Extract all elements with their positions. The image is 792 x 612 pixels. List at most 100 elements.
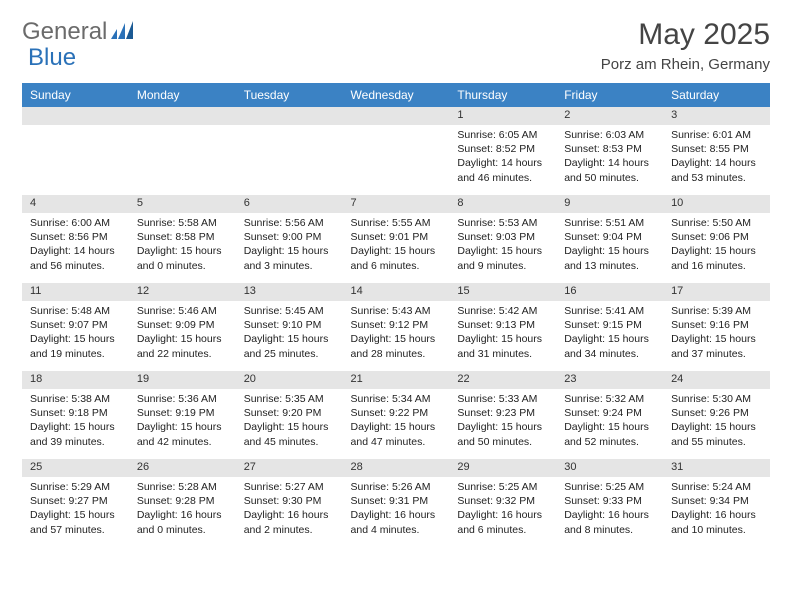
day-number: 11 — [22, 283, 129, 301]
day-day2: and 16 minutes. — [671, 259, 762, 273]
day-cell: Sunrise: 5:56 AMSunset: 9:00 PMDaylight:… — [236, 213, 343, 283]
day-number: 1 — [449, 107, 556, 125]
day-cell: Sunrise: 5:28 AMSunset: 9:28 PMDaylight:… — [129, 477, 236, 547]
weekday-header: Wednesday — [343, 83, 450, 107]
day-sunrise: Sunrise: 5:58 AM — [137, 216, 228, 230]
day-day1: Daylight: 15 hours — [137, 244, 228, 258]
day-sunset: Sunset: 9:26 PM — [671, 406, 762, 420]
day-cell: Sunrise: 5:25 AMSunset: 9:32 PMDaylight:… — [449, 477, 556, 547]
day-sunset: Sunset: 9:06 PM — [671, 230, 762, 244]
day-sunrise: Sunrise: 5:42 AM — [457, 304, 548, 318]
day-day1: Daylight: 15 hours — [671, 244, 762, 258]
day-number: 12 — [129, 283, 236, 301]
day-sunrise: Sunrise: 5:32 AM — [564, 392, 655, 406]
content-row: Sunrise: 6:05 AMSunset: 8:52 PM Daylight:… — [22, 125, 770, 195]
day-day2: and 37 minutes. — [671, 347, 762, 361]
day-day1: Daylight: 15 hours — [671, 332, 762, 346]
day-day2: and 45 minutes. — [244, 435, 335, 449]
logo-blue-wrap: Blue — [28, 44, 76, 72]
day-day1: Daylight: 14 hours — [564, 156, 655, 170]
day-day2: and 22 minutes. — [137, 347, 228, 361]
day-number: 13 — [236, 283, 343, 301]
weekday-header: Thursday — [449, 83, 556, 107]
day-sunset: Sunset: 9:18 PM — [30, 406, 121, 420]
day-cell: Sunrise: 6:03 AMSunset: 8:53 PMDaylight:… — [556, 125, 663, 195]
day-number: 2 — [556, 107, 663, 125]
day-sunset: Sunset: 9:31 PM — [351, 494, 442, 508]
day-number: 6 — [236, 195, 343, 213]
day-day1: Daylight: 15 hours — [244, 332, 335, 346]
day-day2: and 56 minutes. — [30, 259, 121, 273]
day-sunset: Sunset: 9:13 PM — [457, 318, 548, 332]
month-title: May 2025 — [601, 18, 770, 52]
content-row: Sunrise: 5:48 AMSunset: 9:07 PMDaylight:… — [22, 301, 770, 371]
day-day2: and 34 minutes. — [564, 347, 655, 361]
day-cell: Sunrise: 5:29 AMSunset: 9:27 PMDaylight:… — [22, 477, 129, 547]
daynum-row: 18192021222324 — [22, 371, 770, 389]
day-cell: Sunrise: 5:48 AMSunset: 9:07 PMDaylight:… — [22, 301, 129, 371]
day-sunset: Sunset: 9:20 PM — [244, 406, 335, 420]
daynum-row: 11121314151617 — [22, 283, 770, 301]
day-sunset: Sunset: 8:53 PM — [564, 142, 655, 156]
day-number: 17 — [663, 283, 770, 301]
day-day1: Daylight: 15 hours — [244, 244, 335, 258]
day-cell: Sunrise: 5:38 AMSunset: 9:18 PMDaylight:… — [22, 389, 129, 459]
day-day2: and 19 minutes. — [30, 347, 121, 361]
day-sunrise: Sunrise: 5:51 AM — [564, 216, 655, 230]
day-sunrise: Sunrise: 5:38 AM — [30, 392, 121, 406]
day-number: 8 — [449, 195, 556, 213]
day-sunset: Sunset: 9:09 PM — [137, 318, 228, 332]
content-row: Sunrise: 5:29 AMSunset: 9:27 PMDaylight:… — [22, 477, 770, 547]
day-day1: Daylight: 15 hours — [564, 420, 655, 434]
day-number — [343, 107, 450, 125]
day-cell — [236, 125, 343, 195]
day-cell: Sunrise: 5:51 AMSunset: 9:04 PMDaylight:… — [556, 213, 663, 283]
logo-text-general: General — [22, 18, 107, 46]
weekday-header: Monday — [129, 83, 236, 107]
day-day2: and 6 minutes. — [351, 259, 442, 273]
day-sunset: Sunset: 9:04 PM — [564, 230, 655, 244]
day-sunrise: Sunrise: 5:34 AM — [351, 392, 442, 406]
day-sunset: Sunset: 9:16 PM — [671, 318, 762, 332]
calendar-table: Sunday Monday Tuesday Wednesday Thursday… — [22, 83, 770, 547]
day-sunrise: Sunrise: 5:45 AM — [244, 304, 335, 318]
logo-text-blue: Blue — [28, 44, 76, 71]
day-sunrise: Sunrise: 5:48 AM — [30, 304, 121, 318]
day-number — [129, 107, 236, 125]
day-sunset: Sunset: 9:10 PM — [244, 318, 335, 332]
day-day2: and 13 minutes. — [564, 259, 655, 273]
day-number: 15 — [449, 283, 556, 301]
day-sunrise: Sunrise: 5:24 AM — [671, 480, 762, 494]
day-sunrise: Sunrise: 5:28 AM — [137, 480, 228, 494]
day-day2: and 8 minutes. — [564, 523, 655, 537]
day-sunset: Sunset: 9:33 PM — [564, 494, 655, 508]
day-number: 9 — [556, 195, 663, 213]
day-cell: Sunrise: 5:36 AMSunset: 9:19 PMDaylight:… — [129, 389, 236, 459]
day-day1: Daylight: 15 hours — [30, 332, 121, 346]
day-sunset: Sunset: 9:15 PM — [564, 318, 655, 332]
day-sunrise: Sunrise: 5:53 AM — [457, 216, 548, 230]
day-number: 14 — [343, 283, 450, 301]
day-day2: and 0 minutes. — [137, 259, 228, 273]
day-sunrise: Sunrise: 5:25 AM — [564, 480, 655, 494]
day-number: 22 — [449, 371, 556, 389]
day-sunset: Sunset: 9:30 PM — [244, 494, 335, 508]
day-day2: and 42 minutes. — [137, 435, 228, 449]
day-cell: Sunrise: 5:42 AMSunset: 9:13 PMDaylight:… — [449, 301, 556, 371]
day-sunset: Sunset: 8:52 PM — [457, 142, 548, 156]
day-sunrise: Sunrise: 6:05 AM — [457, 128, 548, 142]
day-sunrise: Sunrise: 5:39 AM — [671, 304, 762, 318]
day-cell: Sunrise: 5:58 AMSunset: 8:58 PMDaylight:… — [129, 213, 236, 283]
day-sunset: Sunset: 9:22 PM — [351, 406, 442, 420]
day-day1: Daylight: 15 hours — [30, 508, 121, 522]
day-cell — [343, 125, 450, 195]
day-number: 28 — [343, 459, 450, 477]
day-day1: Daylight: 16 hours — [137, 508, 228, 522]
day-cell: Sunrise: 5:35 AMSunset: 9:20 PMDaylight:… — [236, 389, 343, 459]
day-number: 27 — [236, 459, 343, 477]
title-block: May 2025 Porz am Rhein, Germany — [601, 18, 770, 73]
day-sunset: Sunset: 8:58 PM — [137, 230, 228, 244]
day-day1: Daylight: 16 hours — [351, 508, 442, 522]
day-day2: and 50 minutes. — [457, 435, 548, 449]
day-day1: Daylight: 16 hours — [671, 508, 762, 522]
